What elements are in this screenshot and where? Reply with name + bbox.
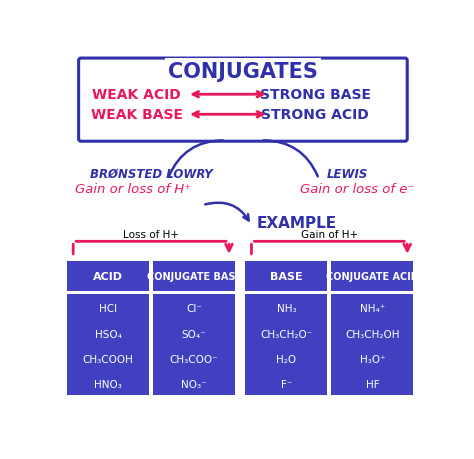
Text: CH₃COO⁻: CH₃COO⁻ (170, 354, 219, 364)
Text: HF: HF (365, 379, 379, 389)
Text: HSO₄: HSO₄ (95, 329, 121, 339)
Text: ACID: ACID (93, 271, 123, 281)
FancyBboxPatch shape (79, 59, 407, 142)
Text: LEWIS: LEWIS (327, 168, 368, 181)
Text: WEAK ACID: WEAK ACID (92, 88, 181, 102)
Text: CONJUGATE BASE: CONJUGATE BASE (146, 271, 242, 281)
Text: CONJUGATE ACID: CONJUGATE ACID (326, 271, 419, 281)
Text: H₂O: H₂O (276, 354, 296, 364)
Text: Loss of H+: Loss of H+ (123, 229, 179, 239)
Text: NO₃⁻: NO₃⁻ (181, 379, 207, 389)
Text: STRONG BASE: STRONG BASE (259, 88, 371, 102)
Text: CONJUGATES: CONJUGATES (168, 62, 318, 82)
Text: NH₄⁺: NH₄⁺ (360, 304, 385, 314)
Text: CH₃COOH: CH₃COOH (82, 354, 134, 364)
Text: Gain or loss of H⁺: Gain or loss of H⁺ (75, 183, 191, 196)
Bar (67, 295, 149, 395)
Bar (153, 261, 235, 292)
Text: BRØNSTED LOWRY: BRØNSTED LOWRY (90, 168, 213, 181)
Bar (67, 261, 149, 292)
Text: CH₃CH₂O⁻: CH₃CH₂O⁻ (260, 329, 312, 339)
Text: CH₃CH₂OH: CH₃CH₂OH (345, 329, 400, 339)
Text: Gain of H+: Gain of H+ (301, 229, 358, 239)
Text: EXAMPLE: EXAMPLE (257, 215, 337, 230)
Bar (331, 295, 413, 395)
Text: WEAK BASE: WEAK BASE (91, 108, 183, 122)
Text: F⁻: F⁻ (281, 379, 292, 389)
Text: BASE: BASE (270, 271, 302, 281)
Bar (331, 261, 413, 292)
Bar (153, 295, 235, 395)
Bar (245, 261, 328, 292)
Text: SO₄⁻: SO₄⁻ (182, 329, 206, 339)
Text: Cl⁻: Cl⁻ (186, 304, 202, 314)
Text: HNO₃: HNO₃ (94, 379, 122, 389)
Text: HCl: HCl (99, 304, 117, 314)
Text: STRONG ACID: STRONG ACID (261, 108, 369, 122)
Bar (245, 295, 328, 395)
Text: H₃O⁺: H₃O⁺ (360, 354, 385, 364)
Text: NH₃: NH₃ (276, 304, 296, 314)
Text: Gain or loss of e⁻: Gain or loss of e⁻ (300, 183, 414, 196)
